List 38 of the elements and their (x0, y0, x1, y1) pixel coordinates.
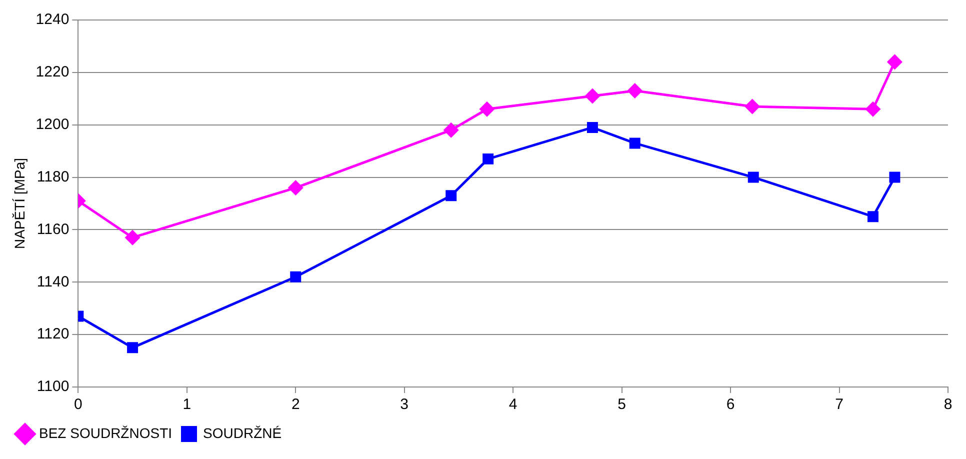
x-tick-label: 1 (182, 396, 192, 414)
point (866, 102, 880, 116)
x-tick-label: 8 (944, 396, 952, 414)
point (748, 172, 759, 183)
point (290, 271, 302, 282)
legend-label: BEZ SOUDRŽNOSTI (39, 424, 172, 441)
y-tick-label: 1220 (36, 64, 70, 81)
point (288, 180, 303, 196)
x-tick-label: 3 (400, 396, 409, 414)
point (585, 88, 600, 104)
point (127, 342, 138, 354)
y-tick-label: 1140 (36, 273, 70, 290)
point (887, 54, 902, 70)
y-tick-label: 1160 (36, 220, 70, 238)
x-tick-label: 2 (291, 396, 300, 414)
point (889, 172, 900, 183)
point (482, 153, 494, 164)
point (628, 84, 642, 98)
y-tick-label: 1180 (36, 168, 70, 186)
y-tick-label: 1120 (36, 326, 70, 343)
x-tick-label: 7 (835, 396, 844, 414)
point (446, 190, 457, 202)
x-tick-label: 4 (508, 396, 518, 414)
point (586, 122, 598, 133)
y-tick-label: 1100 (36, 378, 70, 396)
point (444, 122, 458, 138)
x-tick-label: 6 (726, 396, 735, 414)
y-axis-title: NAPĚTÍ [MPa] (11, 158, 28, 250)
point (480, 102, 494, 116)
point (745, 99, 760, 114)
y-tick-label: 1200 (36, 116, 70, 133)
y-tick-label: 1240 (36, 11, 70, 28)
point (629, 138, 640, 149)
x-tick-label: 0 (74, 396, 82, 414)
x-tick-label: 5 (618, 396, 626, 414)
point (125, 230, 140, 245)
legend-label: SOUDRŽNÉ (203, 424, 282, 441)
point (867, 211, 878, 222)
